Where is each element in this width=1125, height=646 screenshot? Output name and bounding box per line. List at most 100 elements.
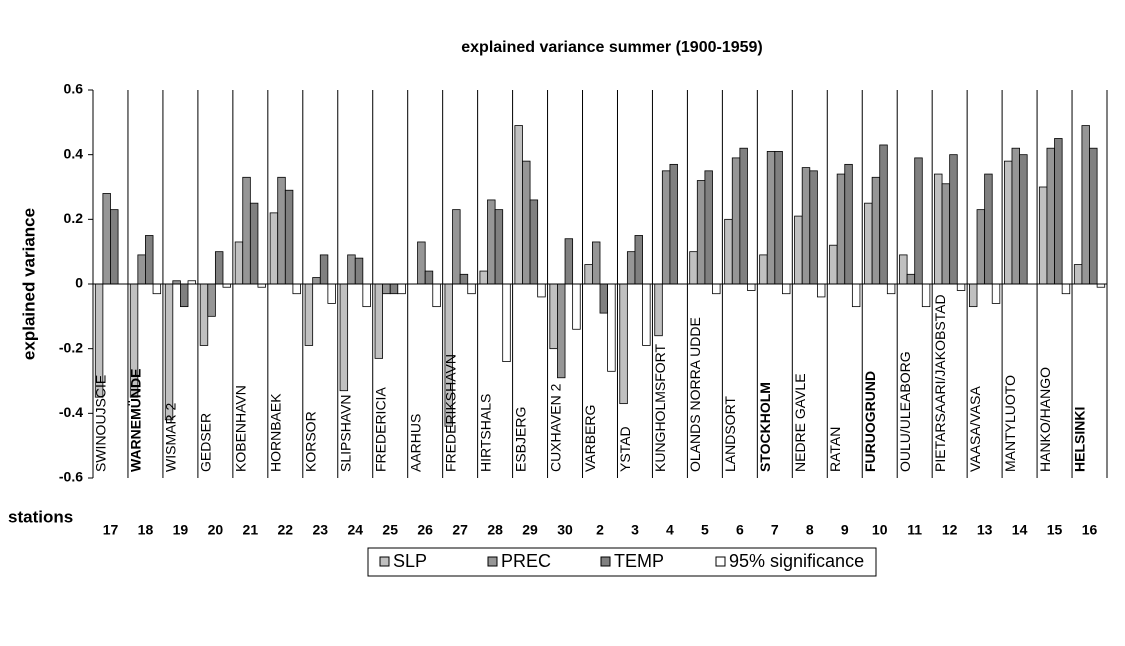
bar [704, 170, 713, 285]
bar [599, 283, 608, 314]
bar [592, 241, 601, 285]
station-label: WARNEMÜNDE [128, 369, 144, 472]
bar [1019, 154, 1028, 285]
bar [494, 209, 504, 285]
station-number: 8 [806, 522, 814, 538]
chart-title: explained variance summer (1900-1959) [461, 39, 763, 56]
bar [766, 151, 776, 285]
bar [984, 173, 993, 285]
station-label: HANKO/HANGO [1037, 367, 1053, 472]
bar [1061, 283, 1071, 295]
bar [934, 173, 943, 285]
station-number: 14 [1012, 522, 1028, 538]
bar [137, 254, 146, 285]
station-number: 13 [977, 522, 993, 538]
station-label: YSTAD [617, 426, 633, 472]
bar [836, 173, 846, 285]
station-number: 19 [173, 522, 189, 538]
bar [782, 283, 791, 295]
bar [642, 283, 651, 346]
bar [374, 283, 384, 359]
station-label: KOBENHAVN [233, 385, 249, 472]
bar [145, 235, 154, 285]
bar [607, 283, 616, 372]
bar [110, 209, 119, 285]
bar [654, 283, 663, 337]
station-number: 7 [771, 522, 779, 538]
y-tick-label: 0.6 [64, 81, 84, 97]
bar [102, 193, 111, 285]
bar [417, 241, 426, 285]
station-number: 24 [347, 522, 363, 538]
station-number: 9 [841, 522, 849, 538]
y-tick-label: 0.2 [64, 210, 84, 226]
station-label: FURUOGRUND [862, 371, 878, 472]
bar [879, 144, 888, 285]
legend-box [367, 547, 877, 577]
bar [467, 283, 476, 295]
bar [382, 283, 391, 295]
station-number: 6 [736, 522, 744, 538]
bar [564, 238, 574, 285]
bar [304, 283, 314, 346]
station-number: 5 [701, 522, 709, 538]
station-number: 3 [631, 522, 639, 538]
station-number: 2 [596, 522, 604, 538]
bar [809, 170, 818, 285]
station-number: 11 [907, 522, 922, 538]
bar [619, 283, 628, 405]
bar [759, 254, 768, 285]
y-axis-label: explained variance [19, 208, 38, 360]
bar [844, 163, 853, 285]
station-label: HELSINKI [1072, 407, 1088, 472]
bar [234, 241, 244, 285]
bar [906, 273, 916, 285]
bar [362, 283, 371, 308]
bar [914, 157, 923, 285]
legend-swatch [487, 556, 498, 567]
y-tick-label: 0.4 [64, 145, 84, 161]
station-number: 15 [1047, 522, 1063, 538]
station-label: SLIPSHAVN [337, 394, 353, 472]
station-label: GEDSER [198, 413, 214, 472]
bar [432, 283, 441, 308]
bar [487, 199, 496, 285]
bar [164, 283, 174, 421]
station-label: CUXHAVEN 2 [547, 383, 563, 472]
bar [1089, 147, 1098, 285]
station-label: KUNGHOLMSFORT [652, 343, 668, 472]
bar [312, 277, 321, 285]
bar [459, 273, 469, 285]
bar [626, 251, 636, 285]
station-label: RATAN [827, 427, 843, 472]
station-label: ESBJERG [512, 407, 528, 472]
bar [152, 283, 162, 295]
bar [584, 264, 593, 285]
station-number: 4 [666, 522, 674, 538]
station-number: 30 [557, 522, 573, 538]
legend-label: PREC [501, 551, 551, 571]
bar [816, 283, 826, 298]
bar [801, 167, 811, 285]
y-tick-label: 0 [75, 275, 83, 291]
bar [949, 154, 958, 285]
bar [956, 283, 966, 291]
bar [1081, 125, 1090, 285]
bar [689, 251, 698, 285]
bar [424, 270, 434, 285]
bar [969, 283, 978, 308]
bar [669, 163, 678, 285]
station-number: 27 [452, 522, 468, 538]
bar [921, 283, 931, 308]
bar [319, 254, 329, 285]
bar [731, 157, 741, 285]
legend-swatch [715, 556, 726, 567]
bar [661, 170, 671, 285]
station-label: WISMAR 2 [163, 403, 179, 472]
bar [452, 209, 461, 285]
bar [871, 176, 881, 285]
bar [529, 199, 539, 285]
bar [397, 283, 406, 295]
legend-label: SLP [393, 551, 427, 571]
